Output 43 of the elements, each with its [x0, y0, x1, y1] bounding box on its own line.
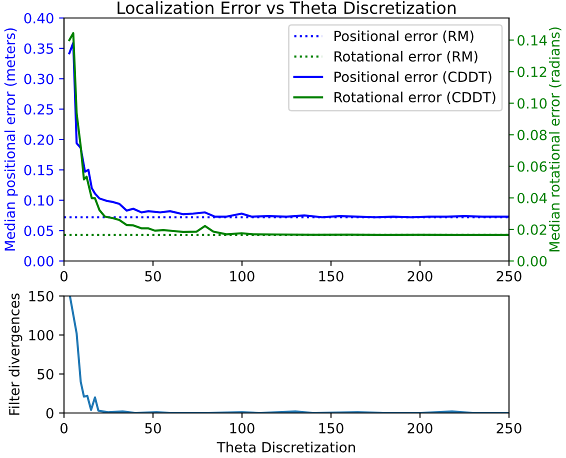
- y2-tick-label: 0.12: [518, 66, 546, 78]
- y-tick-label: 0.25: [24, 104, 54, 115]
- line-series: [69, 296, 509, 413]
- x-tick-label: 200: [408, 270, 432, 282]
- y-tick-label: 100: [29, 330, 54, 340]
- legend-label: Positional error (RM): [334, 30, 474, 43]
- x-tick-label: 100: [230, 422, 254, 434]
- y-tick-label: 0.15: [24, 164, 54, 176]
- y2-tick-label: 0.10: [518, 98, 547, 109]
- chart-title: Localization Error vs Theta Discretization: [118, 1, 456, 14]
- x-tick-label: 150: [319, 270, 344, 282]
- y-tick-label: 0.30: [24, 74, 54, 84]
- y-axis-title: Median positional error (meters): [4, 28, 18, 250]
- y-tick-label: 0.40: [24, 12, 54, 24]
- x-tick-label: 0: [60, 422, 68, 434]
- y2-tick-label: 0.14: [518, 35, 547, 46]
- legend-label: Rotational error (CDDT): [334, 92, 496, 104]
- y2-axis-title: Median rotational error (radians): [548, 27, 562, 252]
- x-tick-label: 50: [145, 270, 161, 282]
- x-tick-label: 0: [60, 270, 68, 282]
- y-tick-label: 0.00: [24, 256, 54, 266]
- y-tick-label: 0.20: [24, 134, 54, 145]
- x-tick-label: 250: [496, 422, 522, 434]
- x-axis-title: Theta Discretization: [216, 442, 355, 452]
- y2-tick-label: 0.08: [518, 130, 547, 140]
- y2-tick-label: 0.06: [518, 161, 547, 172]
- x-tick-label: 50: [145, 422, 161, 434]
- y2-tick-label: 0.00: [518, 256, 547, 266]
- x-tick-label: 250: [496, 270, 522, 282]
- y-axis-title: Filter divergences: [8, 294, 22, 415]
- x-tick-label: 200: [408, 422, 432, 434]
- y-tick-label: 0.10: [24, 195, 54, 206]
- y-tick-label: 0.35: [24, 43, 54, 54]
- y-tick-label: 0.05: [24, 226, 54, 236]
- legend-label: Rotational error (RM): [334, 50, 478, 64]
- y2-tick-label: 0.02: [518, 224, 546, 235]
- y-tick-label: 150: [29, 290, 54, 302]
- y-tick-label: 50: [38, 368, 54, 380]
- y2-tick-label: 0.04: [518, 192, 547, 204]
- y-tick-label: 0: [46, 408, 54, 418]
- x-tick-label: 150: [319, 422, 344, 434]
- x-tick-label: 100: [230, 270, 254, 282]
- legend-label: Positional error (CDDT): [334, 71, 492, 84]
